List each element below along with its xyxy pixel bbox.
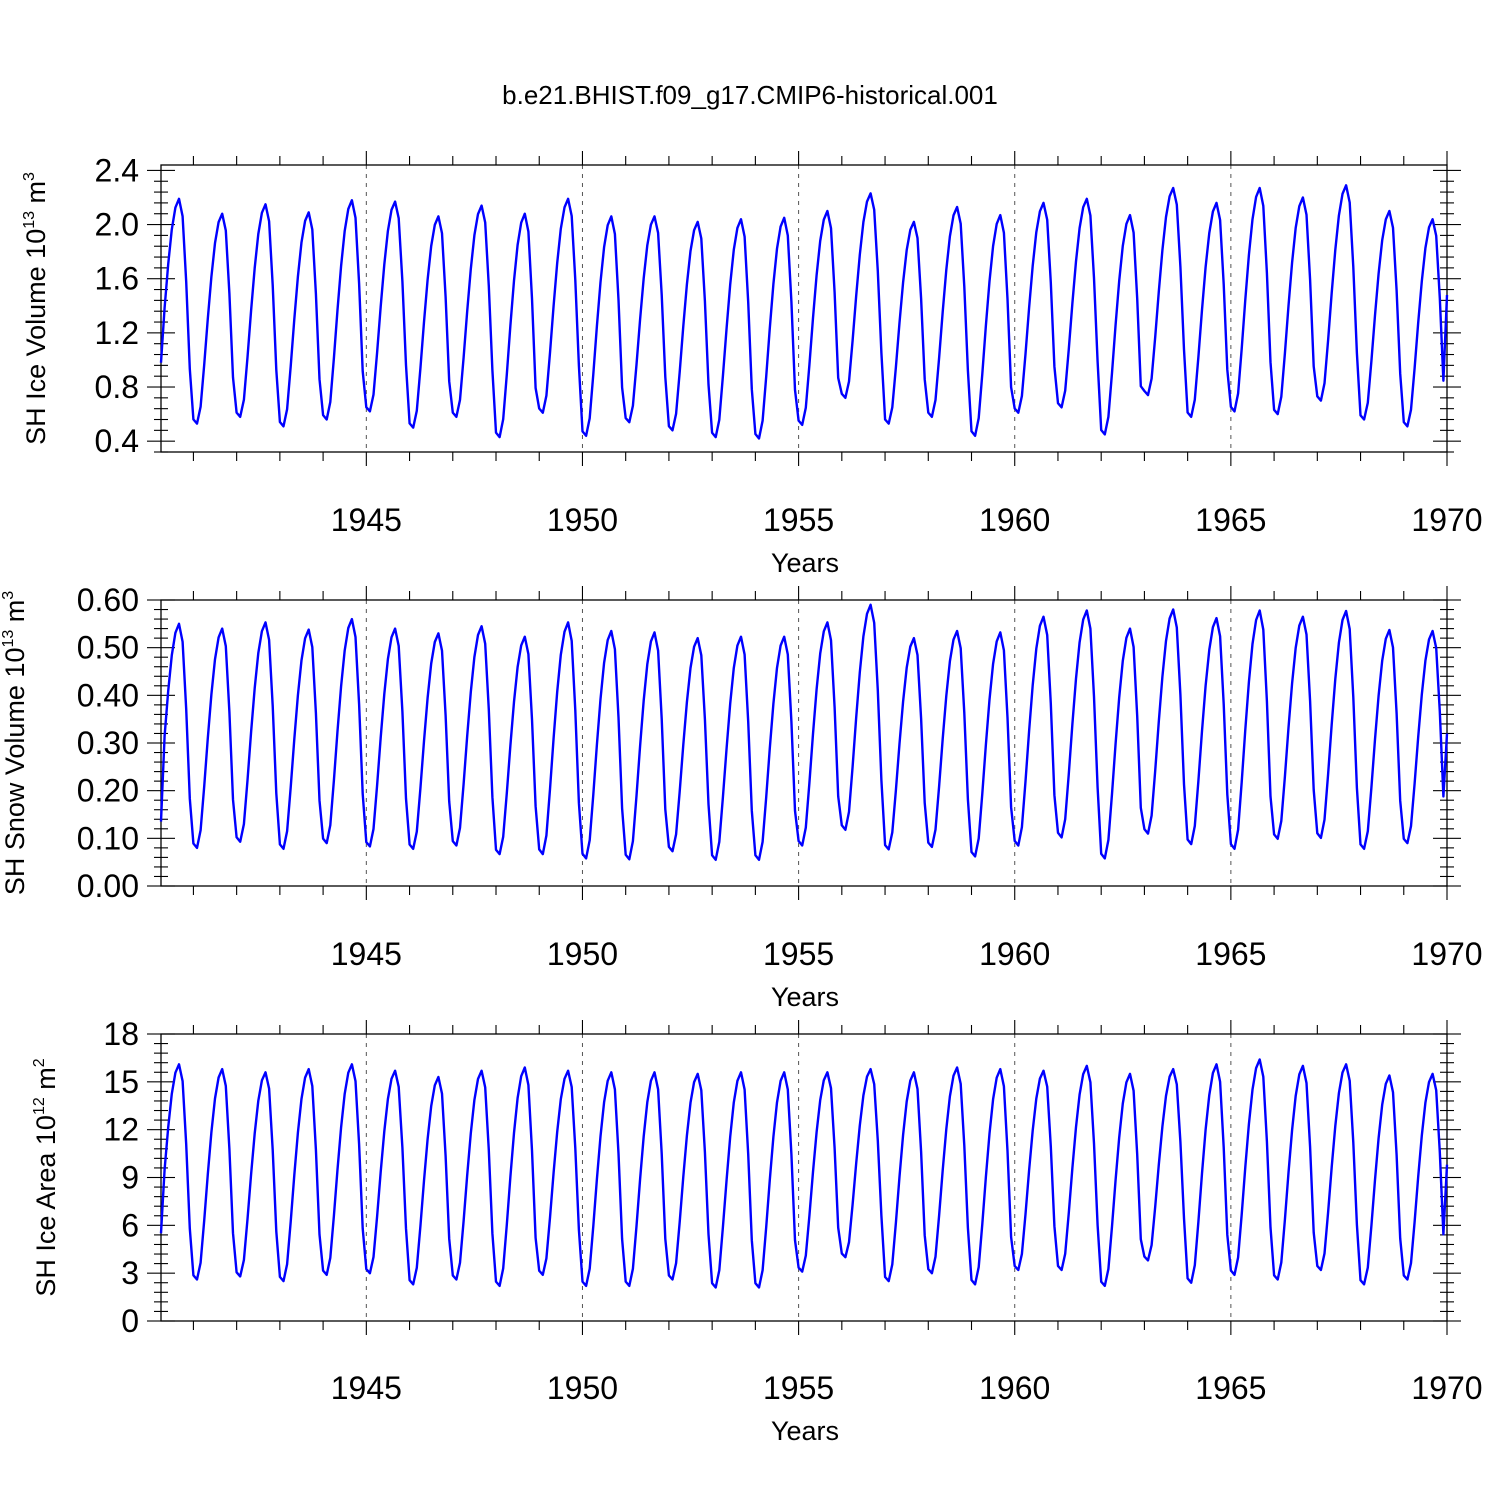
x-tick-label: 1970	[1411, 936, 1482, 972]
x-tick-label: 1960	[979, 502, 1050, 538]
x-tick-label: 1950	[547, 1370, 618, 1406]
x-axis-label: Years	[771, 1416, 839, 1446]
x-tick-label: 1965	[1195, 1370, 1266, 1406]
y-axis-label: SH Ice Area 1012 m2	[31, 1058, 61, 1296]
y-tick-label: 0.50	[77, 630, 139, 666]
series-line	[159, 603, 1449, 861]
x-tick-label: 1970	[1411, 502, 1482, 538]
y-tick-label: 0.60	[77, 582, 139, 618]
chart-title: b.e21.BHIST.f09_g17.CMIP6-historical.001	[502, 80, 998, 110]
series-line	[159, 1058, 1449, 1289]
x-tick-label: 1955	[763, 1370, 834, 1406]
y-tick-label: 6	[121, 1207, 139, 1243]
panel-3: 0 3 6 9 12 15 18 1945 1950 1955 1960 1965 1970 Years S…	[31, 1016, 1483, 1446]
y-tick-label: 2.0	[95, 207, 139, 243]
y-tick-label: 0.4	[95, 423, 139, 459]
panel-1: 0.4 0.8 1.2 1.6 2.0 2.4 1945 1950 1955 1960 1965 19…	[21, 151, 1483, 578]
panel-2: 0.00 0.10 0.20 0.30 0.40 0.50 0.60 1945 1950 1955…	[0, 582, 1483, 1012]
x-tick-label: 1965	[1195, 936, 1266, 972]
y-tick-label: 0.8	[95, 369, 139, 405]
panels: 0.4 0.8 1.2 1.6 2.0 2.4 1945 1950 1955 1960 1965 19…	[0, 151, 1483, 1446]
x-axis-label: Years	[771, 982, 839, 1012]
x-tick-label: 1960	[979, 1370, 1050, 1406]
series-line	[159, 184, 1449, 440]
y-tick-label: 3	[121, 1255, 139, 1291]
y-axis-label: SH Snow Volume 1013 m3	[0, 591, 30, 895]
y-tick-label: 9	[121, 1160, 139, 1196]
y-tick-label: 0.00	[77, 868, 139, 904]
x-tick-label: 1960	[979, 936, 1050, 972]
x-tick-label: 1970	[1411, 1370, 1482, 1406]
plot-frame	[160, 599, 1448, 887]
x-tick-label: 1945	[331, 936, 402, 972]
x-tick-label: 1955	[763, 936, 834, 972]
y-tick-label: 18	[103, 1016, 139, 1052]
x-tick-label: 1955	[763, 502, 834, 538]
y-axis-label: SH Ice Volume 1013 m3	[21, 172, 51, 445]
y-tick-label: 0	[121, 1303, 139, 1339]
y-tick-label: 0.40	[77, 677, 139, 713]
y-tick-label: 1.6	[95, 261, 139, 297]
x-tick-label: 1950	[547, 502, 618, 538]
x-tick-label: 1950	[547, 936, 618, 972]
x-tick-label: 1945	[331, 1370, 402, 1406]
y-tick-label: 0.10	[77, 820, 139, 856]
y-tick-label: 2.4	[95, 152, 139, 188]
y-tick-label: 15	[103, 1064, 139, 1100]
x-tick-label: 1945	[331, 502, 402, 538]
y-tick-label: 0.30	[77, 725, 139, 761]
x-tick-label: 1965	[1195, 502, 1266, 538]
y-tick-label: 12	[103, 1112, 139, 1148]
y-tick-label: 1.2	[95, 315, 139, 351]
y-tick-label: 0.20	[77, 773, 139, 809]
x-axis-label: Years	[771, 548, 839, 578]
